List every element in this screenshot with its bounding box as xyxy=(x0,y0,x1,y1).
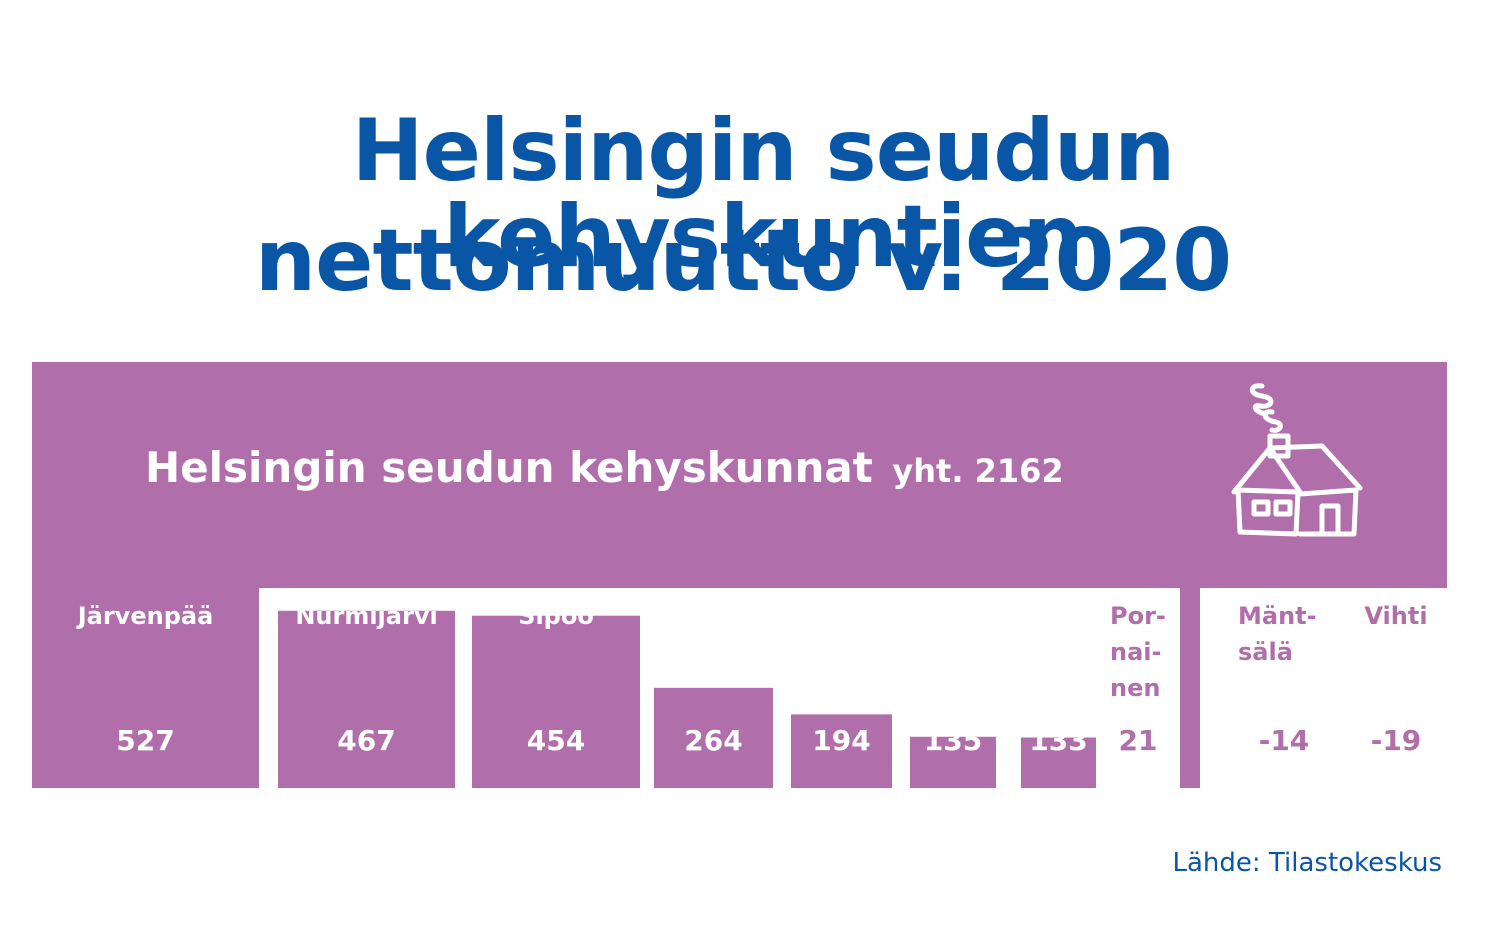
category-label-5-line-0: Hy- xyxy=(920,602,966,630)
total-label-name: Helsingin seudun kehyskunnat xyxy=(145,443,873,492)
category-label-6-line-1: su- xyxy=(1031,638,1072,666)
house-icon xyxy=(1231,383,1363,537)
bar-3 xyxy=(654,687,773,788)
value-label-3: 264 xyxy=(684,724,742,757)
bars: Järvenpää 527 Nurmijärvi 467 Sipoo 454 Kirkko-… xyxy=(32,588,1428,788)
category-label-6: Tuu-su-la xyxy=(1031,602,1089,702)
bar-2 xyxy=(472,615,640,788)
value-label-9: -19 xyxy=(1371,724,1422,757)
category-label-1-line-0: Nurmijärvi xyxy=(295,602,437,630)
title-line-2: nettomuutto v. 2020 xyxy=(254,211,1232,311)
bar-0 xyxy=(32,588,259,788)
category-label-0-line-0: Järvenpää xyxy=(76,602,214,630)
source-note: Lähde: Tilastokeskus xyxy=(1172,848,1442,878)
category-label-6-line-0: Tuu- xyxy=(1031,602,1089,630)
value-label-4: 194 xyxy=(812,724,870,757)
category-label-2: Sipoo xyxy=(518,602,594,630)
value-label-0: 527 xyxy=(116,724,174,757)
category-label-9-line-0: Vihti xyxy=(1364,602,1427,630)
category-label-3-line-0: Kirkko- xyxy=(664,602,760,630)
bar-6 xyxy=(1021,737,1096,788)
category-label-4-line-1: va xyxy=(801,638,833,666)
value-label-5: 135 xyxy=(924,724,982,757)
bar-5 xyxy=(910,736,996,788)
category-label-6-line-2: la xyxy=(1031,674,1055,702)
bar-7 xyxy=(1180,588,1200,788)
category-label-5: Hy-vin-kää xyxy=(920,602,971,702)
bar-4 xyxy=(791,714,892,788)
value-label-7: 21 xyxy=(1119,724,1158,757)
title-line-1: Helsingin seudun kehyskuntien xyxy=(351,101,1176,287)
category-label-1: Nurmijärvi xyxy=(295,602,437,630)
value-label-8: -14 xyxy=(1259,724,1310,757)
category-label-2-line-0: Sipoo xyxy=(518,602,594,630)
category-label-8-line-1: sälä xyxy=(1238,638,1293,666)
category-label-4-line-0: Kera- xyxy=(801,602,873,630)
total-bar xyxy=(32,362,1447,588)
value-label-1: 467 xyxy=(337,724,395,757)
category-label-7-line-2: nen xyxy=(1110,674,1160,702)
category-label-3: Kirkko-nummi xyxy=(664,602,760,666)
category-label-0: Järvenpää xyxy=(76,602,214,630)
category-label-3-line-1: nummi xyxy=(664,638,756,666)
category-label-7-line-1: nai- xyxy=(1110,638,1161,666)
category-label-8-line-0: Mänt- xyxy=(1238,602,1317,630)
value-label-6: 133 xyxy=(1029,724,1087,757)
category-label-4: Kera-va xyxy=(801,602,873,666)
category-label-5-line-2: kää xyxy=(920,674,968,702)
category-label-5-line-1: vin- xyxy=(920,638,971,666)
category-label-9: Vihti xyxy=(1364,602,1427,630)
total-label-value: yht. 2162 xyxy=(892,452,1063,490)
category-label-7: Por-nai-nen xyxy=(1110,602,1166,702)
category-label-8: Mänt-sälä xyxy=(1238,602,1317,666)
total-label: Helsingin seudun kehyskunnat yht. 2162 xyxy=(145,443,1064,492)
category-label-7-line-0: Por- xyxy=(1110,602,1166,630)
value-label-2: 454 xyxy=(527,724,585,757)
bar-1 xyxy=(278,610,455,788)
